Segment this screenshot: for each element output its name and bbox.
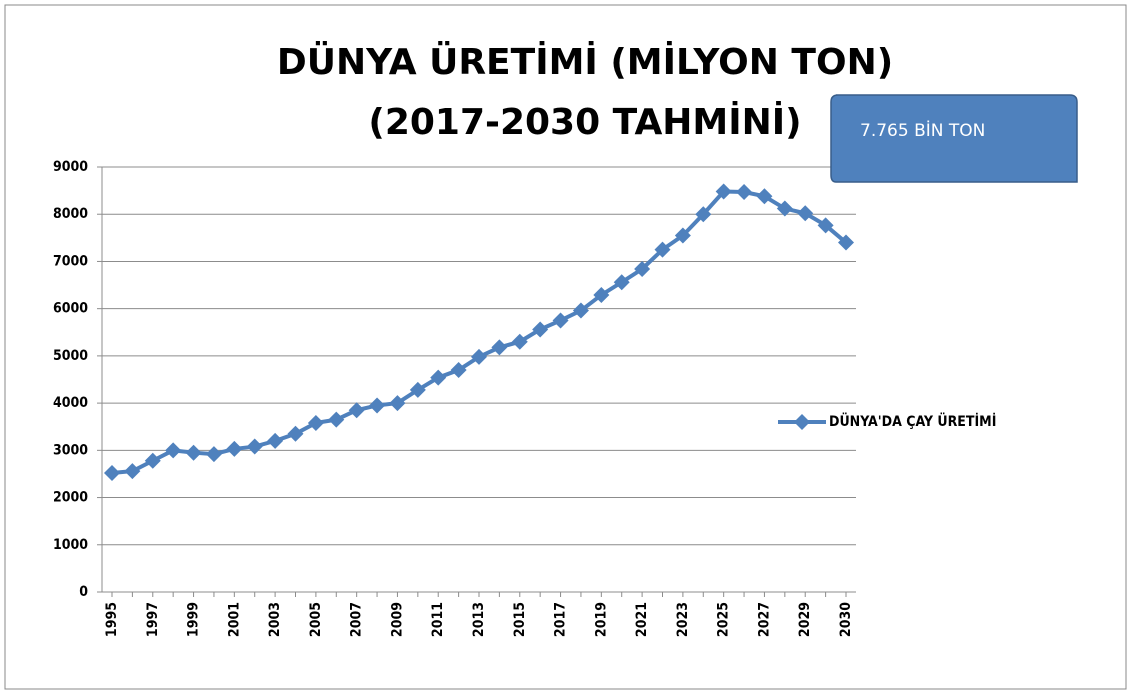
data-point: [736, 184, 753, 201]
data-point: [124, 463, 141, 480]
data-point: [715, 183, 732, 200]
x-tick-label: 2030: [838, 602, 854, 637]
x-tick-label: 2013: [471, 602, 487, 637]
data-point: [369, 397, 386, 414]
data-point: [838, 234, 854, 251]
data-point: [695, 206, 712, 223]
y-tick-label: 3000: [53, 442, 88, 458]
data-point: [246, 438, 263, 455]
data-point: [389, 395, 406, 412]
data-point: [572, 302, 589, 319]
data-point: [471, 348, 487, 365]
data-point: [491, 339, 508, 356]
x-tick-label: 2023: [675, 602, 691, 637]
x-tick-label: 2019: [593, 602, 609, 637]
data-point: [634, 261, 651, 277]
data-point: [593, 286, 610, 303]
x-tick-label: 1997: [145, 602, 161, 637]
data-point: [511, 333, 528, 350]
data-point: [165, 442, 182, 459]
data-point: [654, 241, 671, 258]
x-tick-label: 1995: [104, 602, 120, 637]
legend-label: DÜNYA'DA ÇAY ÜRETİMİ: [829, 412, 996, 430]
y-tick-label: 8000: [53, 206, 88, 222]
data-point: [104, 465, 120, 481]
data-point: [205, 446, 222, 463]
x-tick-label: 2025: [716, 602, 732, 637]
y-tick-label: 2000: [53, 490, 88, 506]
x-tick-label: 2029: [797, 602, 813, 637]
y-tick-label: 4000: [53, 395, 88, 411]
x-tick-label: 2011: [430, 602, 446, 637]
data-point: [817, 217, 834, 234]
chart-title: DÜNYA ÜRETİMİ (MİLYON TON): [277, 41, 893, 83]
data-point: [756, 188, 773, 205]
data-point: [552, 312, 569, 329]
data-point: [144, 452, 161, 469]
data-point: [307, 414, 324, 431]
data-point: [226, 440, 243, 457]
y-tick-label: 1000: [53, 537, 88, 553]
y-tick-label: 0: [79, 584, 88, 600]
data-point: [348, 402, 365, 419]
x-tick-label: 2017: [553, 602, 569, 637]
y-tick-label: 9000: [53, 159, 88, 175]
data-point: [185, 444, 202, 461]
x-tick-label: 2021: [634, 602, 650, 637]
data-point: [797, 205, 814, 222]
data-point: [430, 369, 447, 386]
data-point: [532, 321, 549, 338]
callout-box: [830, 94, 1078, 183]
chart-subtitle: (2017-2030 TAHMİNİ): [368, 101, 801, 143]
x-tick-label: 2005: [308, 602, 324, 637]
x-tick-label: 2007: [349, 602, 365, 637]
data-point: [328, 411, 345, 428]
y-tick-label: 6000: [53, 301, 88, 317]
legend-marker: [794, 414, 810, 430]
x-tick-label: 1999: [186, 602, 202, 637]
data-point: [409, 381, 426, 398]
x-tick-label: 2003: [267, 602, 283, 637]
data-point: [287, 425, 304, 442]
data-point: [776, 200, 793, 217]
y-tick-label: 5000: [53, 348, 88, 364]
x-tick-label: 2015: [512, 602, 528, 637]
data-point: [267, 432, 284, 449]
data-point: [674, 227, 691, 244]
callout-text: 7.765 BİN TON: [860, 120, 985, 141]
y-tick-label: 7000: [53, 253, 88, 269]
x-tick-label: 2027: [756, 602, 772, 637]
data-point: [450, 362, 467, 379]
x-tick-label: 2001: [226, 602, 242, 637]
x-tick-label: 2009: [389, 602, 405, 637]
data-point: [613, 274, 630, 291]
